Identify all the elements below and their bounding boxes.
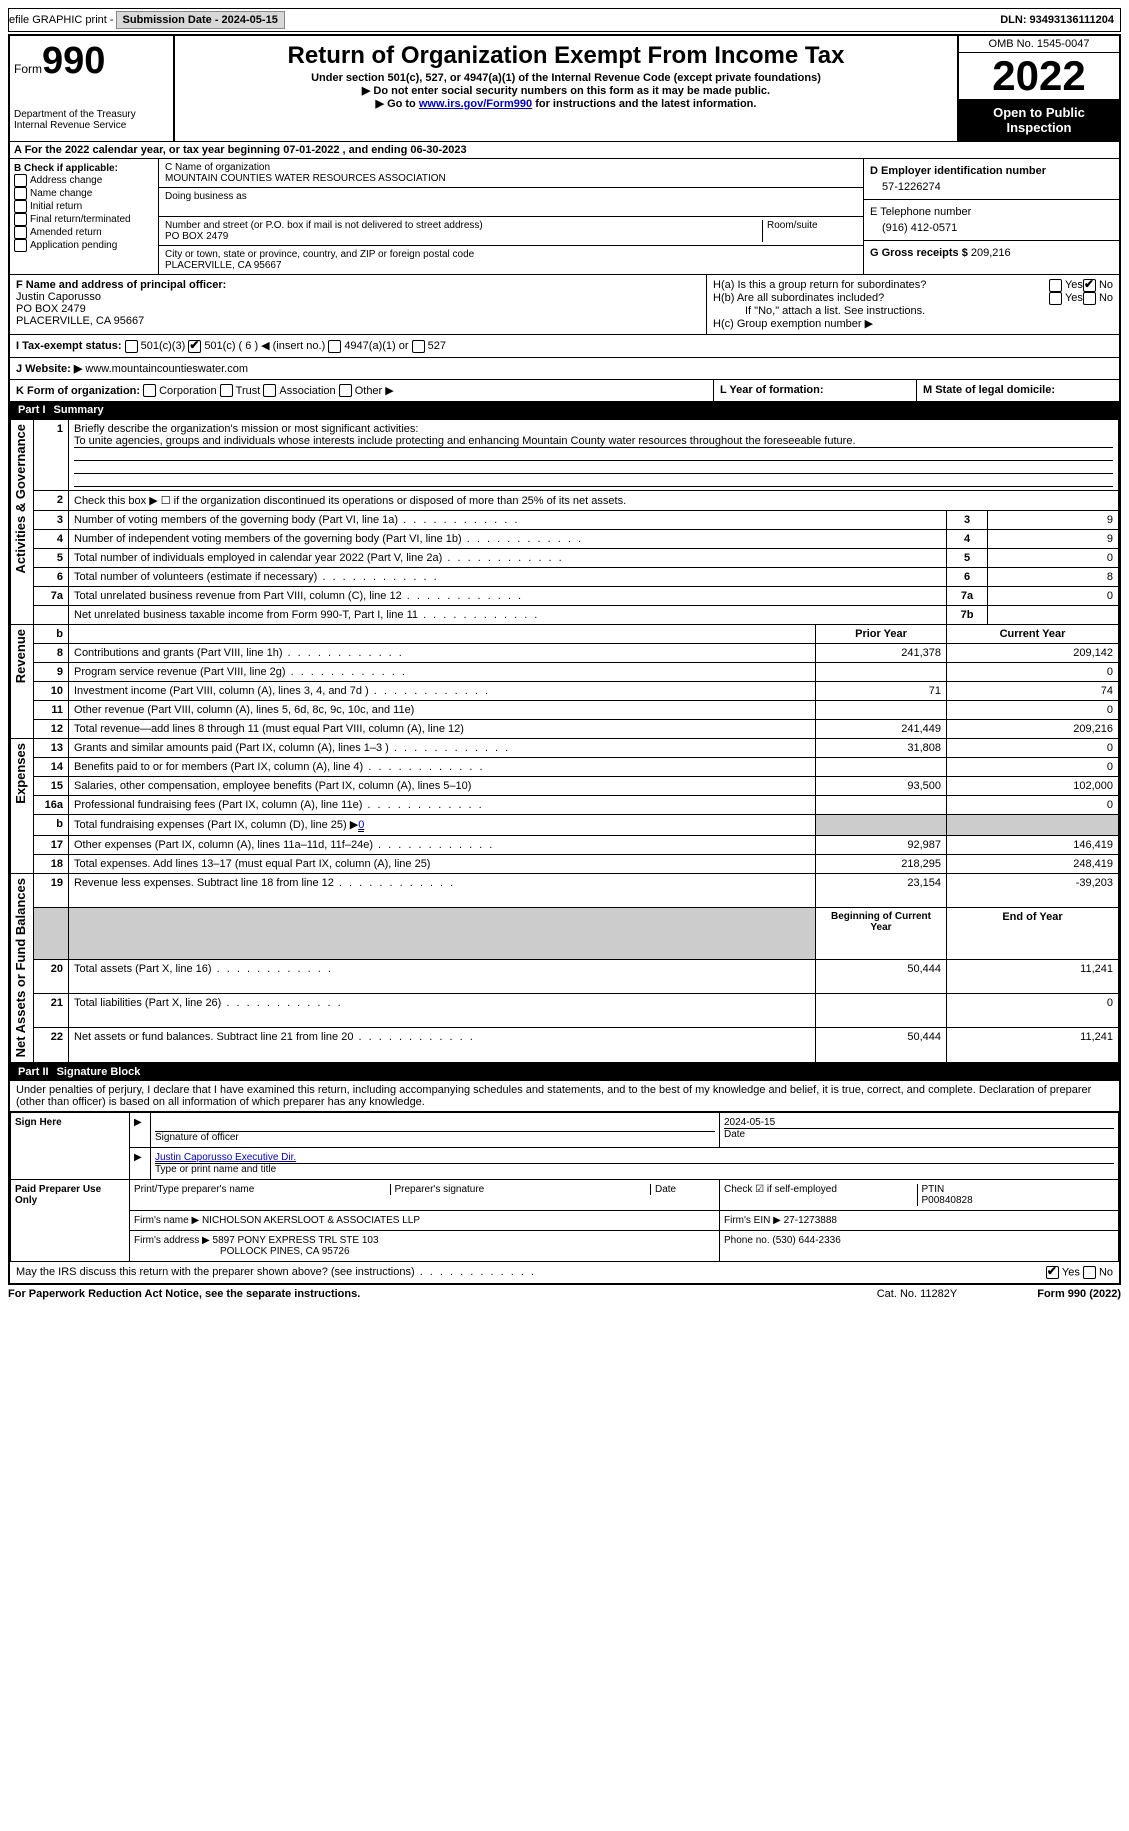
address: PO BOX 2479	[165, 231, 762, 242]
part2-header: Part II Signature Block	[10, 1063, 1119, 1081]
summary-table: Activities & Governance 1 Briefly descri…	[10, 419, 1119, 1062]
fundraising-link[interactable]: 0	[358, 819, 364, 832]
top-bar: efile GRAPHIC print - Submission Date - …	[8, 8, 1121, 32]
form-990: Form990 Department of the Treasury Inter…	[8, 34, 1121, 1285]
efile-label: efile GRAPHIC print -	[9, 14, 114, 26]
page-footer: For Paperwork Reduction Act Notice, see …	[8, 1285, 1121, 1303]
website: www.mountaincountieswater.com	[85, 363, 248, 375]
form-subtitle: Under section 501(c), 527, or 4947(a)(1)…	[179, 72, 953, 84]
col-d: D Employer identification number 57-1226…	[864, 159, 1119, 274]
dln-label: DLN: 93493136111204	[1000, 14, 1120, 26]
note-ssn: ▶ Do not enter social security numbers o…	[179, 84, 953, 97]
tax-year: 2022	[959, 53, 1119, 99]
submission-date-button[interactable]: Submission Date - 2024-05-15	[116, 11, 285, 29]
officer-name: Justin Caporusso	[16, 291, 700, 303]
omb-number: OMB No. 1545-0047	[959, 36, 1119, 53]
form-number: Form990	[14, 40, 169, 83]
ein: 57-1226274	[870, 177, 1113, 193]
irs-link[interactable]: www.irs.gov/Form990	[419, 98, 532, 110]
part1-header: Part I Summary	[10, 401, 1119, 419]
city: PLACERVILLE, CA 95667	[165, 260, 857, 271]
signature-table: Sign Here ▶ Signature of officer 2024-05…	[10, 1112, 1119, 1262]
calendar-year: A For the 2022 calendar year, or tax yea…	[10, 141, 1119, 158]
open-inspection: Open to Public Inspection	[959, 99, 1119, 141]
form-title: Return of Organization Exempt From Incom…	[179, 42, 953, 70]
dept-label: Department of the Treasury Internal Reve…	[14, 109, 169, 131]
col-c: C Name of organization MOUNTAIN COUNTIES…	[159, 159, 864, 274]
org-name: MOUNTAIN COUNTIES WATER RESOURCES ASSOCI…	[165, 173, 857, 184]
gross-receipts: 209,216	[971, 247, 1011, 259]
perjury-statement: Under penalties of perjury, I declare th…	[10, 1081, 1119, 1112]
phone: (916) 412-0571	[870, 218, 1113, 234]
note-link: ▶ Go to www.irs.gov/Form990 for instruct…	[179, 97, 953, 110]
officer-link[interactable]: Justin Caporusso Executive Dir.	[155, 1152, 296, 1163]
col-b: B Check if applicable: Address change Na…	[10, 159, 159, 274]
firm-name: NICHOLSON AKERSLOOT & ASSOCIATES LLP	[202, 1215, 420, 1226]
